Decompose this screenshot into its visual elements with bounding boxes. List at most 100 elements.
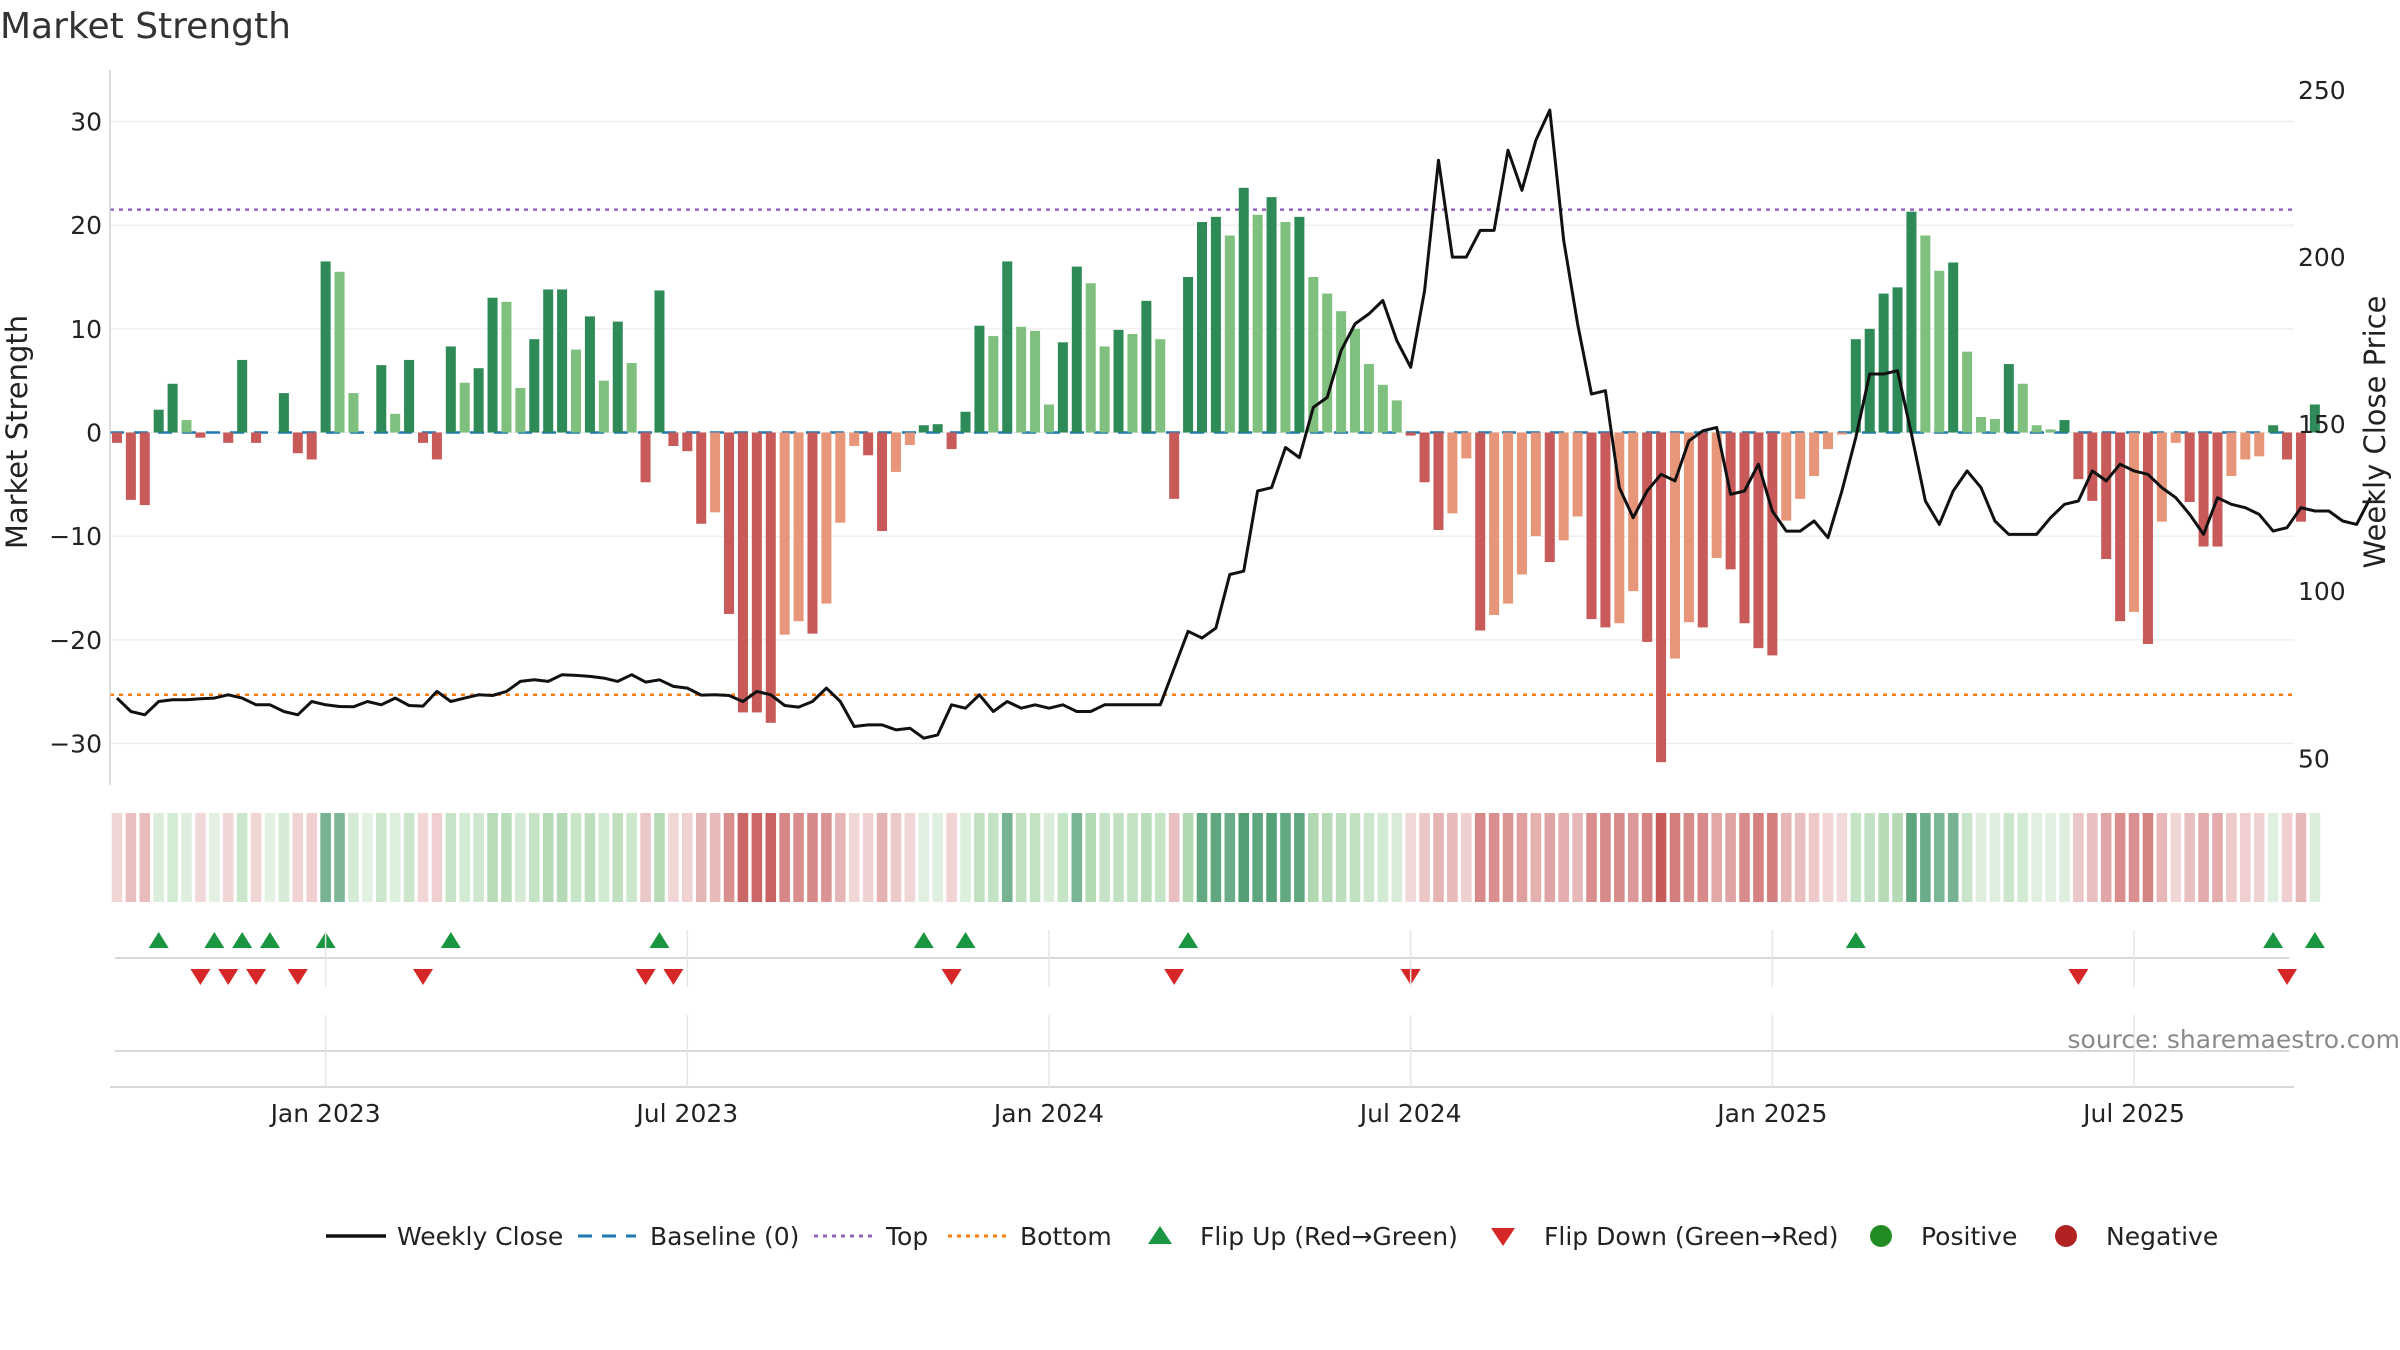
heat-cell [445, 813, 457, 902]
heat-cell [1572, 813, 1583, 902]
legend[interactable]: Weekly Close Baseline (0) Top Bottom Flip Up… [326, 1222, 2218, 1251]
heat-cell [1850, 813, 1862, 902]
heat-cell [1154, 813, 1166, 902]
heat-cell [1099, 813, 1110, 902]
flip-up-marker [1178, 932, 1199, 948]
flip-down-marker [218, 969, 239, 985]
strength-bar [2101, 432, 2112, 559]
heat-cell [528, 813, 540, 902]
heat-cell [2073, 813, 2084, 902]
legend-item-positive[interactable]: Positive [1870, 1222, 2017, 1251]
heat-cell [1947, 813, 1959, 902]
strength-bar [724, 432, 735, 614]
y2-tick-label: 200 [2298, 243, 2346, 272]
legend-item-baseline[interactable]: Baseline (0) [578, 1222, 799, 1251]
heat-cell [515, 813, 526, 902]
strength-bar [1656, 432, 1667, 763]
strength-bar [2129, 432, 2140, 612]
heat-cell [807, 813, 818, 902]
strength-bar [1489, 432, 1500, 615]
strength-bar [1377, 384, 1388, 433]
heat-cell [737, 813, 749, 902]
strength-bar [654, 290, 665, 433]
strength-bar [1475, 432, 1486, 631]
heat-cell [195, 813, 206, 902]
legend-item-top[interactable]: Top [814, 1222, 928, 1251]
heat-cell [988, 813, 999, 902]
flip-up-marker [204, 932, 225, 948]
strength-bar [1350, 328, 1361, 433]
heat-cell [2059, 813, 2070, 902]
strength-bar [376, 365, 387, 433]
flip-down-marker [663, 969, 684, 985]
heat-cell [862, 813, 874, 902]
heat-cell [1461, 813, 1472, 902]
flip-up-marker [1845, 932, 1866, 948]
heat-cell [1391, 813, 1403, 902]
strength-bar [1503, 432, 1514, 604]
y-tick-label: −20 [49, 626, 102, 655]
heat-cell [1725, 813, 1736, 902]
strength-bar [1614, 432, 1625, 624]
heat-cell [1933, 813, 1945, 902]
x-tick-label: Jul 2024 [1358, 1099, 1462, 1128]
heat-cell [1280, 813, 1291, 902]
heat-cell [904, 813, 916, 902]
strength-bar [640, 432, 651, 483]
strength-bar [237, 359, 248, 433]
legend-item-flip-up[interactable]: Flip Up (Red→Green) [1148, 1222, 1458, 1251]
strength-bar [918, 425, 929, 433]
strength-bar [1836, 432, 1847, 435]
chart-title: Market Strength [0, 6, 291, 47]
strength-bar [390, 413, 401, 433]
strength-bar [1906, 211, 1917, 433]
heat-cell [403, 813, 415, 902]
heat-cell [2045, 813, 2056, 902]
legend-swatch [1491, 1228, 1515, 1246]
strength-bar [1030, 330, 1041, 433]
strength-bar [1252, 214, 1263, 433]
y-tick-label: 0 [86, 419, 102, 448]
flip-markers-panel [115, 932, 2325, 985]
flip-up-marker [2263, 932, 2284, 948]
heat-cell [2295, 813, 2307, 902]
strength-bar [1878, 293, 1889, 433]
legend-item-negative[interactable]: Negative [2055, 1222, 2218, 1251]
heat-cell [334, 813, 345, 902]
strength-bar [1975, 416, 1987, 433]
heat-cell [1586, 813, 1597, 902]
heat-cell [1767, 813, 1778, 902]
heat-cell [2142, 813, 2154, 902]
heat-cell [654, 813, 665, 902]
heat-cell [1210, 813, 1222, 902]
strength-bar [487, 297, 498, 433]
strength-bar [1558, 432, 1569, 541]
heat-cell [1808, 813, 1820, 902]
strength-bar [932, 424, 943, 433]
legend-item-flip-down[interactable]: Flip Down (Green→Red) [1491, 1222, 1839, 1251]
strength-bar [1628, 432, 1639, 592]
strength-bar [612, 321, 623, 433]
strength-bar [710, 432, 721, 513]
strength-bar [181, 420, 192, 433]
flip-down-marker [635, 969, 656, 985]
strength-bar [1600, 432, 1611, 628]
strength-bar [1586, 432, 1597, 620]
strength-bar [501, 301, 512, 433]
heat-cell [960, 813, 971, 902]
legend-item-weekly-close[interactable]: Weekly Close [326, 1222, 563, 1251]
heat-cell [139, 813, 151, 902]
heat-cell [1196, 813, 1208, 902]
heat-cell [278, 813, 290, 902]
strength-heat-strip [111, 813, 2321, 902]
flip-up-marker [955, 932, 976, 948]
legend-label: Flip Down (Green→Red) [1544, 1222, 1839, 1251]
heat-cell [1474, 813, 1486, 902]
source-credit: source: sharemaestro.com [2068, 1025, 2400, 1054]
strength-bar [2226, 432, 2237, 477]
heat-cell [431, 813, 443, 902]
strength-bar [473, 368, 484, 433]
legend-item-bottom[interactable]: Bottom [948, 1222, 1112, 1251]
strength-bar [1085, 283, 1096, 433]
strength-bar [1753, 432, 1764, 649]
